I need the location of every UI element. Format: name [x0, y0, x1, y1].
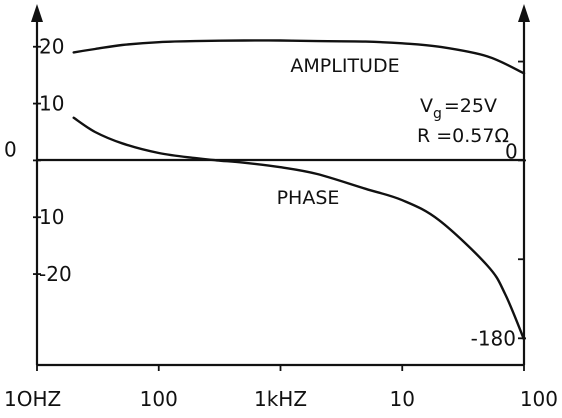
left-y-axis-arrowhead [31, 4, 43, 22]
amplitude-curve [72, 39, 526, 75]
axis-ticks [33, 45, 526, 371]
left-y-tick-label: 20 [39, 35, 64, 59]
x-tick-label: 10 [390, 387, 415, 411]
vg-value: =25V [444, 95, 497, 117]
vg-parameter: Vg =25V [420, 95, 497, 122]
phase-annotation: PHASE [277, 187, 340, 209]
vg-subscript: g [433, 106, 442, 122]
r-parameter: R =0.57Ω [417, 125, 509, 147]
right-y-axis-arrowhead [518, 4, 530, 22]
phase-curve [72, 116, 526, 341]
vg-symbol: V [420, 95, 433, 117]
left-y-tick-label: -20 [39, 262, 72, 286]
left-y-tick-label: 10 [39, 205, 64, 229]
right-y-tick-label: -180 [471, 326, 516, 350]
left-y-tick-label: 10 [39, 92, 64, 116]
left-y-tick-label: 0 [4, 137, 17, 161]
right-y-tick-label: 0 [505, 139, 518, 163]
amplitude-annotation: AMPLITUDE [290, 55, 399, 77]
x-tick-label: 100 [140, 387, 178, 411]
x-tick-label: 100 [520, 387, 558, 411]
data-series [72, 39, 526, 341]
x-tick-label: 1kHZ [254, 387, 307, 411]
x-tick-label: 1OHZ [4, 387, 61, 411]
